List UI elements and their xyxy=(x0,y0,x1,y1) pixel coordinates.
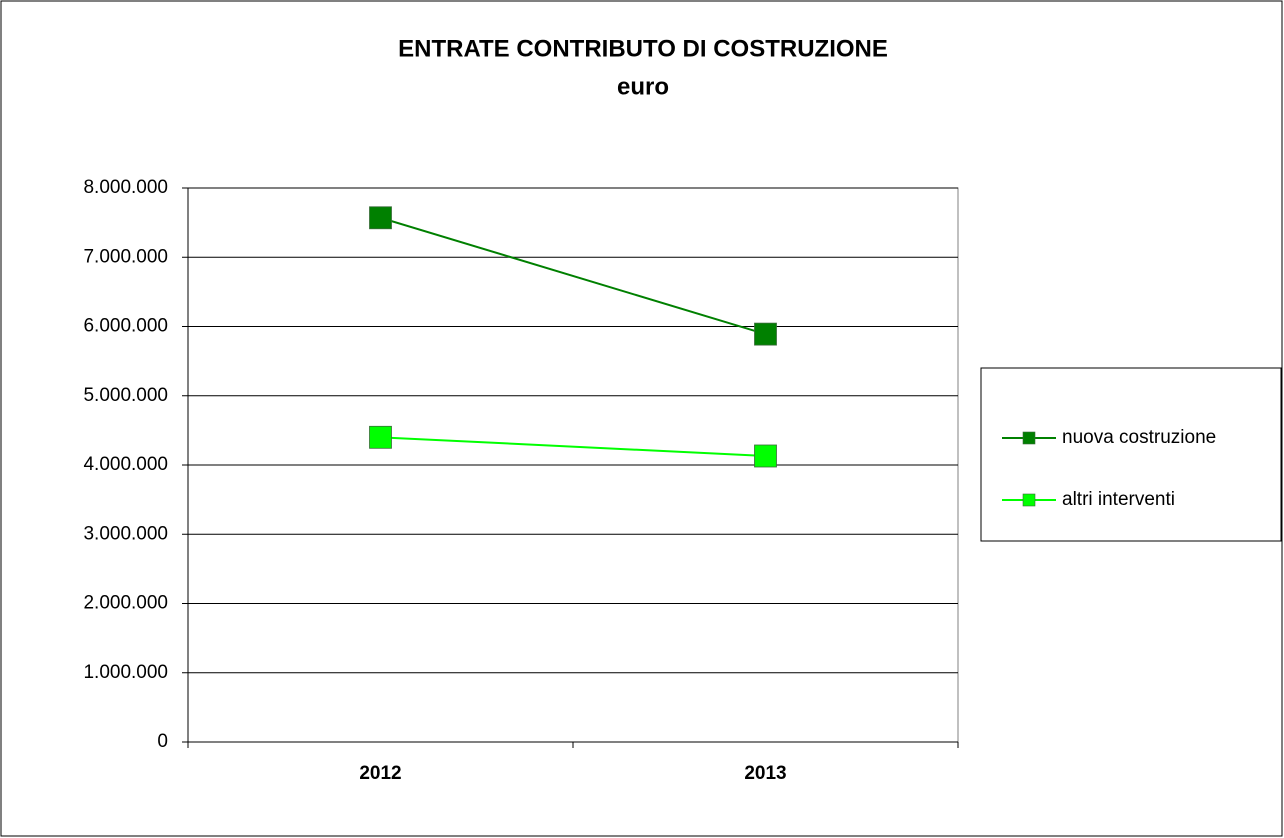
data-marker xyxy=(369,425,392,449)
y-tick-label: 7.000.000 xyxy=(83,246,168,267)
y-tick-label: 8.000.000 xyxy=(83,177,168,198)
y-tick-label: 6.000.000 xyxy=(83,316,168,337)
legend-marker xyxy=(1022,431,1036,445)
x-tick-label: 2013 xyxy=(744,763,786,784)
legend-marker xyxy=(1022,493,1036,507)
y-tick-label: 4.000.000 xyxy=(83,454,168,475)
y-tick-label: 3.000.000 xyxy=(83,523,168,544)
y-tick-label: 2.000.000 xyxy=(83,593,168,614)
series-line xyxy=(380,216,766,336)
data-marker xyxy=(754,322,777,346)
legend-label: altri interventi xyxy=(1062,489,1175,510)
y-tick-label: 1.000.000 xyxy=(83,662,168,683)
y-tick-label: 5.000.000 xyxy=(83,385,168,406)
chart-title: ENTRATE CONTRIBUTO DI COSTRUZIONE xyxy=(398,35,888,62)
legend-label: nuova costruzione xyxy=(1062,427,1216,448)
data-marker xyxy=(369,206,392,230)
chart-subtitle: euro xyxy=(617,73,669,100)
legend-box xyxy=(980,367,1282,542)
data-marker xyxy=(754,444,777,468)
series-line xyxy=(380,436,766,457)
x-tick-label: 2012 xyxy=(359,763,401,784)
y-tick-label: 0 xyxy=(157,731,168,752)
